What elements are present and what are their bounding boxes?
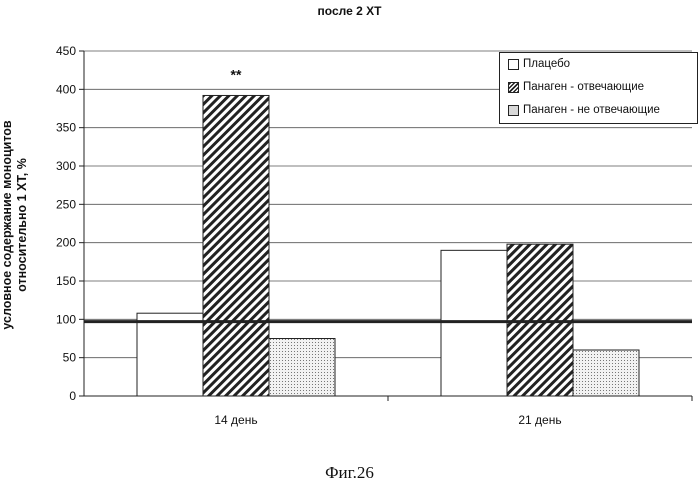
legend-swatch-responders [508,82,519,93]
y-tick-label: 300 [56,159,76,173]
y-tick-label: 0 [69,389,76,403]
bar-responders-1 [203,95,269,396]
y-tick-label: 200 [56,236,76,250]
bar-nonresponders-2 [573,350,639,396]
significance-annotation: ** [231,66,242,82]
bar-responders-2 [507,244,573,396]
y-tick-label: 100 [56,312,76,326]
y-tick-label: 50 [63,351,77,365]
legend: Плацебо Панаген - отвечающие Панаген - н… [499,52,698,124]
legend-item-placebo: Плацебо [508,57,570,71]
x-category-label: 21 день [518,413,561,427]
x-category-label: 14 день [214,413,257,427]
legend-label-nonresponders: Панаген - не отвечающие [523,104,660,116]
y-tick-label: 150 [56,274,76,288]
y-tick-label: 450 [56,44,76,58]
y-tick-label: 350 [56,121,76,135]
legend-item-responders: Панаген - отвечающие [508,80,644,94]
legend-label-placebo: Плацебо [523,58,570,70]
y-tick-label: 250 [56,197,76,211]
bar-nonresponders-1 [269,339,335,397]
legend-item-nonresponders: Панаген - не отвечающие [508,103,660,117]
legend-swatch-nonresponders [508,105,519,116]
y-tick-label: 400 [56,82,76,96]
legend-swatch-placebo [508,59,519,70]
bar-placebo-2 [441,250,507,396]
bar-placebo-1 [137,313,203,396]
figure-caption: Фиг.26 [0,463,699,483]
legend-label-responders: Панаген - отвечающие [523,81,644,93]
